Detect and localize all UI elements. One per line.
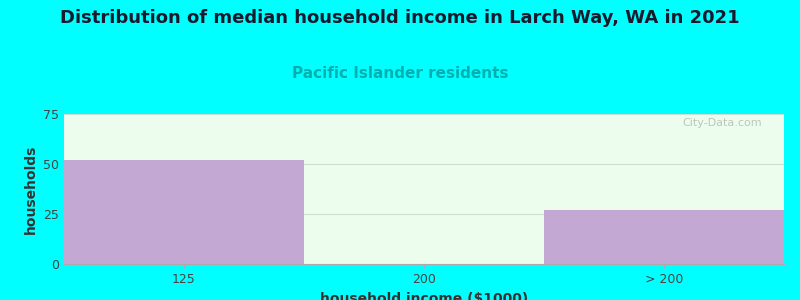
Text: Pacific Islander residents: Pacific Islander residents	[292, 66, 508, 81]
Y-axis label: households: households	[23, 144, 38, 234]
Bar	[544, 210, 784, 264]
X-axis label: household income ($1000): household income ($1000)	[320, 292, 528, 300]
Text: Distribution of median household income in Larch Way, WA in 2021: Distribution of median household income …	[60, 9, 740, 27]
Text: City-Data.com: City-Data.com	[682, 118, 762, 128]
Bar	[64, 160, 304, 264]
